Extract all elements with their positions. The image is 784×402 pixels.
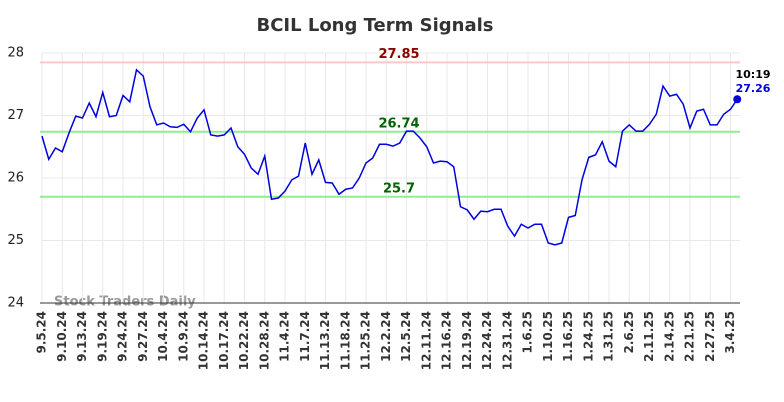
x-tick-label: 1.24.25 [581, 311, 595, 362]
x-tick-label: 2.6.25 [622, 311, 636, 354]
x-tick-label: 10.22.24 [237, 311, 251, 370]
y-tick-label: 25 [7, 233, 24, 248]
last-time: 10:19 [735, 68, 770, 81]
price-line [41, 68, 738, 246]
x-tick-label: 12.19.24 [460, 311, 474, 370]
x-tick-label: 12.2.24 [379, 311, 393, 362]
last-point [733, 95, 742, 104]
signal-label: 27.85 [378, 47, 419, 62]
x-tick-label: 9.19.24 [95, 311, 109, 362]
x-tick-label: 1.16.25 [561, 311, 575, 362]
x-tick-label: 11.7.24 [298, 311, 312, 362]
x-tick-label: 9.10.24 [55, 311, 69, 362]
x-tick-label: 1.10.25 [541, 311, 555, 362]
x-tick-label: 10.9.24 [176, 311, 190, 362]
x-tick-label: 12.16.24 [440, 311, 454, 370]
x-tick-label: 10.17.24 [217, 311, 231, 370]
y-tick-label: 26 [7, 171, 24, 186]
x-tick-label: 11.4.24 [278, 311, 292, 362]
x-tick-label: 12.5.24 [399, 311, 413, 362]
x-tick-label: 2.11.25 [642, 311, 656, 362]
x-tick-label: 12.31.24 [500, 311, 514, 370]
y-tick-label: 27 [7, 108, 24, 123]
x-tick-label: 1.6.25 [521, 311, 535, 354]
x-tick-label: 2.21.25 [683, 311, 697, 362]
signal-label: 25.7 [383, 181, 415, 196]
x-tick-label: 11.13.24 [318, 311, 332, 370]
x-tick-label: 10.28.24 [257, 311, 271, 370]
x-tick-label: 2.27.25 [703, 311, 717, 362]
x-tick-label: 10.14.24 [197, 311, 211, 370]
x-tick-label: 10.4.24 [156, 311, 170, 362]
x-tick-label: 3.4.25 [723, 311, 737, 354]
x-tick-label: 11.25.24 [359, 311, 373, 370]
signal-label: 26.74 [378, 116, 419, 131]
x-tick-label: 2.14.25 [662, 311, 676, 362]
x-tick-label: 11.18.24 [338, 311, 352, 370]
y-tick-label: 28 [7, 46, 24, 61]
last-value: 27.26 [736, 82, 771, 95]
x-tick-label: 9.27.24 [136, 311, 150, 362]
watermark: Stock Traders Daily [54, 295, 196, 310]
x-tick-label: 9.13.24 [75, 311, 89, 362]
x-tick-label: 9.5.24 [35, 311, 49, 354]
x-tick-label: 12.11.24 [419, 311, 433, 370]
chart-title: BCIL Long Term Signals [256, 15, 493, 36]
x-tick-label: 9.24.24 [116, 311, 130, 362]
y-tick-label: 24 [7, 296, 24, 311]
x-tick-label: 1.31.25 [602, 311, 616, 362]
x-tick-label: 12.24.24 [480, 311, 494, 370]
